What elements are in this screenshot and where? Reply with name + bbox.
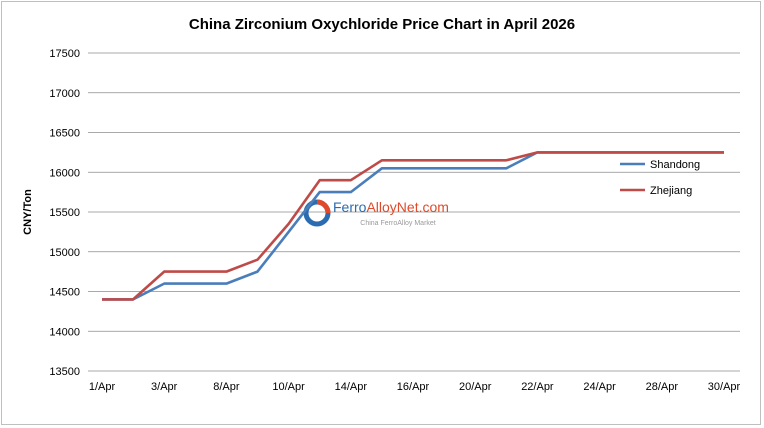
x-tick-labels: 1/Apr 3/Apr 8/Apr 10/Apr 14/Apr 16/Apr 20/Apr 2… <box>89 381 741 393</box>
series-line-zhejiang <box>102 151 724 301</box>
x-tick-label: 22/Apr <box>521 381 554 393</box>
y-tick-label: 17500 <box>49 48 80 60</box>
y-tick-label: 15000 <box>49 247 80 259</box>
watermark-subtitle: China FerroAlloy Market <box>360 220 436 227</box>
x-tick-label: 30/Apr <box>708 381 741 393</box>
legend-label: Shandong <box>650 159 700 171</box>
x-tick-label: 24/Apr <box>583 381 616 393</box>
x-tick-label: 10/Apr <box>272 381 305 393</box>
y-tick-label: 13500 <box>49 366 80 378</box>
series-lines <box>102 151 724 301</box>
legend-label: Zhejiang <box>650 185 692 197</box>
x-tick-label: 20/Apr <box>459 381 492 393</box>
x-tick-label: 28/Apr <box>646 381 679 393</box>
y-tick-label: 16000 <box>49 167 80 179</box>
x-tick-label: 16/Apr <box>397 381 430 393</box>
legend: Shandong Zhejiang <box>620 159 700 197</box>
y-tick-label: 14500 <box>49 287 80 299</box>
chart-title: China Zirconium Oxychloride Price Chart … <box>188 16 576 33</box>
watermark-logo-arc <box>316 199 331 214</box>
watermark-logo: FerroAlloyNet.com China FerroAlloy Marke… <box>303 199 449 227</box>
y-tick-labels: 13500 14000 14500 15000 15500 16000 16500 17000… <box>49 48 80 378</box>
x-tick-label: 3/Apr <box>151 381 178 393</box>
y-tick-label: 14000 <box>49 326 80 338</box>
y-tick-label: 15500 <box>49 207 80 219</box>
watermark-name: FerroAlloyNet.com <box>333 199 449 215</box>
y-tick-label: 16500 <box>49 128 80 140</box>
x-tick-label: 8/Apr <box>213 381 240 393</box>
x-tick-label: 14/Apr <box>335 381 368 393</box>
gridlines <box>88 52 740 372</box>
y-tick-label: 17000 <box>49 88 80 100</box>
x-tick-label: 1/Apr <box>89 381 116 393</box>
